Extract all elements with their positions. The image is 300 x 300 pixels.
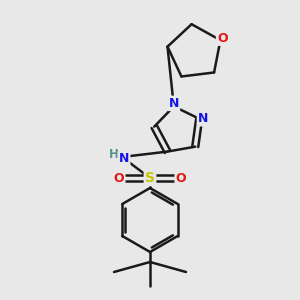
Text: O: O: [114, 172, 124, 184]
Text: O: O: [217, 32, 228, 45]
Text: N: N: [169, 97, 179, 110]
Text: O: O: [176, 172, 186, 184]
Text: H: H: [109, 148, 119, 161]
Text: N: N: [119, 152, 129, 166]
Text: N: N: [198, 112, 208, 125]
Text: S: S: [145, 171, 155, 185]
